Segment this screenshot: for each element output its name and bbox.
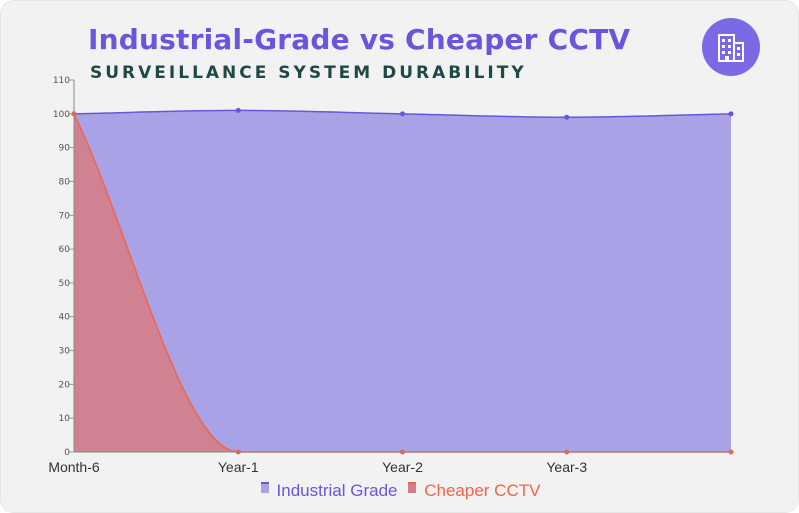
y-tick-label: 60 bbox=[59, 245, 71, 255]
area-cheaper-cctv bbox=[74, 113, 731, 453]
point-industrial-grade bbox=[235, 107, 241, 113]
building-badge bbox=[702, 18, 760, 76]
y-tick-label: 0 bbox=[64, 448, 70, 458]
chart-title: Industrial-Grade vs Cheaper CCTV bbox=[88, 23, 631, 56]
point-industrial-grade bbox=[564, 114, 570, 120]
point-industrial-grade bbox=[728, 111, 734, 117]
y-tick-label: 10 bbox=[59, 414, 71, 424]
x-tick-label: Year-1 bbox=[218, 459, 259, 475]
legend-label-cheaper-cctv: Cheaper CCTV bbox=[424, 481, 541, 500]
y-tick-label: 110 bbox=[53, 76, 70, 86]
legend-label-industrial-grade: Industrial Grade bbox=[276, 481, 398, 500]
y-tick-label: 20 bbox=[59, 380, 71, 390]
y-tick-label: 70 bbox=[59, 211, 71, 221]
legend-swatch-cheaper-cctv bbox=[408, 482, 417, 493]
x-tick-label: Year-2 bbox=[382, 459, 423, 475]
y-tick-label: 100 bbox=[53, 110, 70, 120]
y-tick-label: 90 bbox=[59, 144, 71, 154]
legend-item-industrial-grade[interactable]: Industrial Grade bbox=[260, 481, 398, 501]
area-industrial-grade bbox=[74, 110, 731, 452]
y-tick-label: 50 bbox=[59, 279, 71, 289]
y-tick-label: 80 bbox=[59, 177, 71, 187]
chart-subtitle: SURVEILLANCE SYSTEM DURABILITY bbox=[90, 63, 527, 83]
y-tick-label: 30 bbox=[59, 347, 71, 357]
building-icon bbox=[718, 34, 744, 62]
x-tick-label: Year-3 bbox=[546, 459, 587, 475]
y-tick-label: 40 bbox=[59, 313, 71, 323]
legend-item-cheaper-cctv[interactable]: Cheaper CCTV bbox=[408, 481, 540, 501]
chart-legend: Industrial Grade Cheaper CCTV bbox=[1, 481, 798, 501]
point-industrial-grade bbox=[400, 111, 405, 117]
legend-swatch-industrial-grade bbox=[260, 482, 269, 493]
x-tick-label: Month-6 bbox=[48, 459, 100, 475]
